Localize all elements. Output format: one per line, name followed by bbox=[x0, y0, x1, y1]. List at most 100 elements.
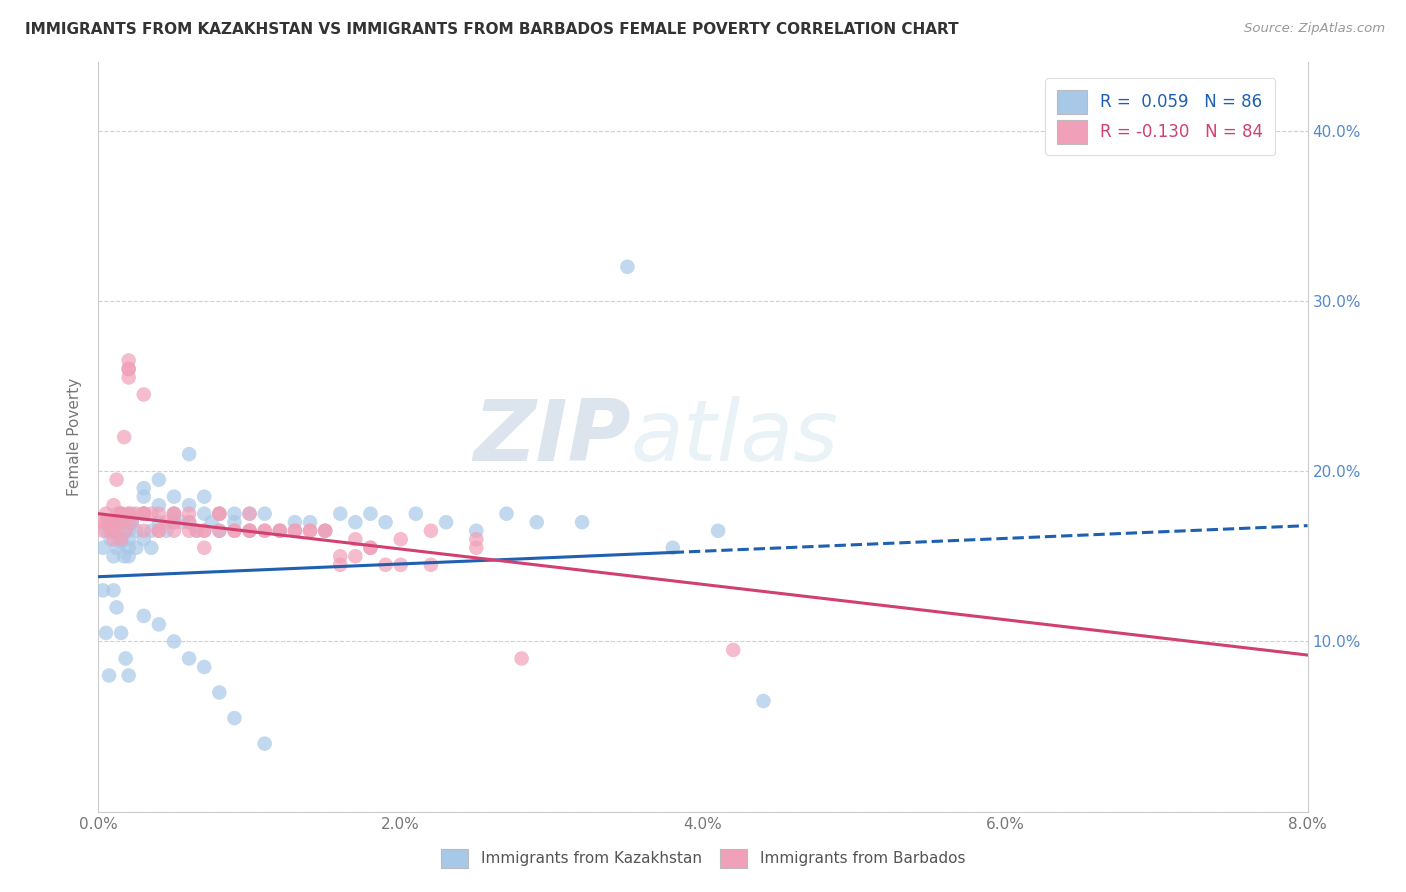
Point bbox=[141, 507, 163, 521]
Point bbox=[103, 524, 125, 538]
Point bbox=[125, 507, 148, 521]
Point bbox=[103, 549, 125, 564]
Text: ZIP: ZIP bbox=[472, 395, 630, 479]
Point bbox=[110, 507, 132, 521]
Point bbox=[163, 634, 186, 648]
Point bbox=[344, 515, 367, 529]
Point bbox=[329, 549, 352, 564]
Text: Source: ZipAtlas.com: Source: ZipAtlas.com bbox=[1244, 22, 1385, 36]
Point bbox=[118, 370, 141, 384]
Point bbox=[121, 515, 143, 529]
Point bbox=[224, 515, 246, 529]
Point bbox=[91, 541, 114, 555]
Point bbox=[193, 541, 215, 555]
Point bbox=[105, 541, 128, 555]
Point bbox=[389, 558, 412, 572]
Point bbox=[314, 524, 336, 538]
Point bbox=[208, 507, 231, 521]
Y-axis label: Female Poverty: Female Poverty bbox=[67, 378, 83, 496]
Point bbox=[239, 507, 262, 521]
Point bbox=[163, 507, 186, 521]
Point bbox=[163, 507, 186, 521]
Point bbox=[224, 507, 246, 521]
Point bbox=[208, 507, 231, 521]
Point bbox=[110, 535, 132, 549]
Point bbox=[132, 507, 155, 521]
Point bbox=[132, 524, 155, 538]
Point bbox=[103, 515, 125, 529]
Point bbox=[526, 515, 548, 529]
Point bbox=[314, 524, 336, 538]
Point bbox=[405, 507, 427, 521]
Point bbox=[148, 507, 170, 521]
Point bbox=[201, 515, 224, 529]
Point bbox=[284, 524, 307, 538]
Point bbox=[239, 524, 262, 538]
Point bbox=[179, 515, 201, 529]
Point bbox=[107, 507, 129, 521]
Text: IMMIGRANTS FROM KAZAKHSTAN VS IMMIGRANTS FROM BARBADOS FEMALE POVERTY CORRELATIO: IMMIGRANTS FROM KAZAKHSTAN VS IMMIGRANTS… bbox=[25, 22, 959, 37]
Point bbox=[495, 507, 517, 521]
Point bbox=[208, 685, 231, 699]
Point bbox=[344, 549, 367, 564]
Point bbox=[110, 533, 132, 547]
Point bbox=[155, 524, 177, 538]
Point bbox=[465, 533, 488, 547]
Point bbox=[118, 549, 141, 564]
Point bbox=[360, 541, 382, 555]
Point bbox=[329, 558, 352, 572]
Point bbox=[112, 430, 135, 444]
Point bbox=[110, 507, 132, 521]
Point bbox=[132, 507, 155, 521]
Point bbox=[224, 524, 246, 538]
Point bbox=[94, 524, 117, 538]
Point bbox=[103, 533, 125, 547]
Point bbox=[91, 524, 114, 538]
Point bbox=[118, 507, 141, 521]
Point bbox=[314, 524, 336, 538]
Point bbox=[179, 515, 201, 529]
Point bbox=[118, 524, 141, 538]
Point bbox=[118, 507, 141, 521]
Point bbox=[193, 660, 215, 674]
Point bbox=[389, 533, 412, 547]
Point bbox=[465, 524, 488, 538]
Point bbox=[179, 498, 201, 512]
Point bbox=[118, 353, 141, 368]
Point bbox=[420, 524, 443, 538]
Point bbox=[118, 533, 141, 547]
Point bbox=[148, 524, 170, 538]
Point bbox=[723, 643, 745, 657]
Point bbox=[103, 583, 125, 598]
Point bbox=[94, 515, 117, 529]
Point bbox=[299, 524, 322, 538]
Point bbox=[179, 507, 201, 521]
Point bbox=[163, 515, 186, 529]
Point bbox=[118, 362, 141, 376]
Point bbox=[91, 515, 114, 529]
Legend: R =  0.059   N = 86, R = -0.130   N = 84: R = 0.059 N = 86, R = -0.130 N = 84 bbox=[1046, 78, 1275, 155]
Point bbox=[148, 498, 170, 512]
Point bbox=[110, 515, 132, 529]
Point bbox=[193, 524, 215, 538]
Point bbox=[103, 515, 125, 529]
Point bbox=[110, 533, 132, 547]
Point bbox=[752, 694, 775, 708]
Point bbox=[374, 515, 396, 529]
Point bbox=[329, 507, 352, 521]
Point bbox=[170, 515, 193, 529]
Point bbox=[179, 447, 201, 461]
Point bbox=[510, 651, 533, 665]
Point bbox=[103, 524, 125, 538]
Point bbox=[253, 524, 276, 538]
Point bbox=[360, 507, 382, 521]
Point bbox=[114, 524, 136, 538]
Point bbox=[163, 515, 186, 529]
Point bbox=[253, 507, 276, 521]
Point bbox=[284, 524, 307, 538]
Point bbox=[434, 515, 457, 529]
Text: atlas: atlas bbox=[630, 395, 838, 479]
Point bbox=[344, 533, 367, 547]
Point bbox=[239, 524, 262, 538]
Point bbox=[208, 524, 231, 538]
